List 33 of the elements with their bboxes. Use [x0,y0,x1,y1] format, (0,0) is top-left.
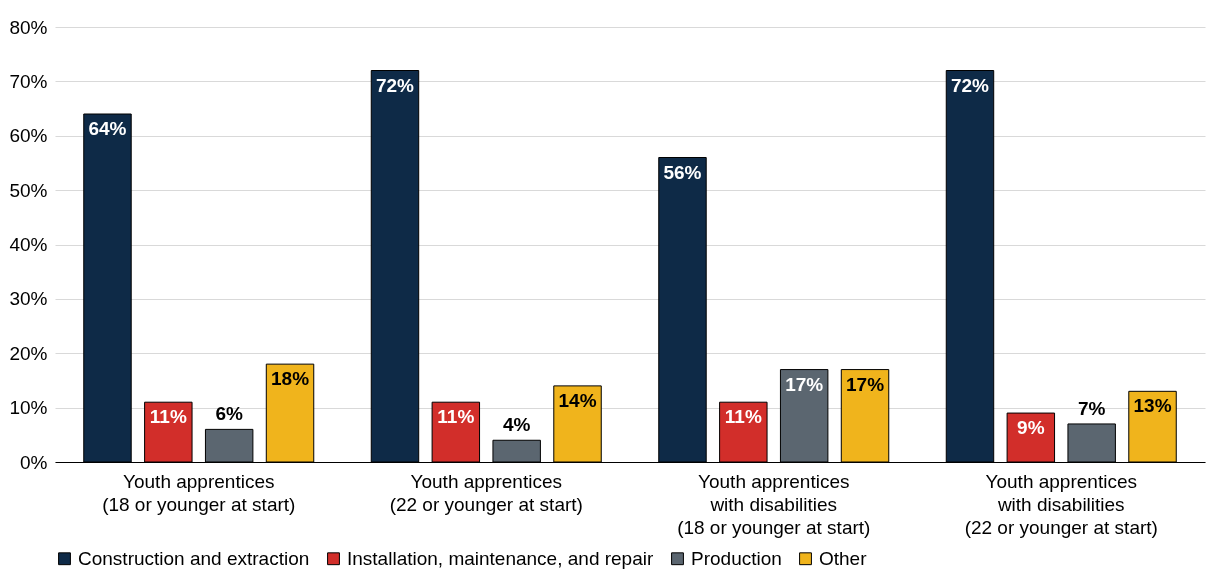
data-label: 13% [1133,395,1172,417]
y-tick-label: 0% [20,451,48,473]
y-tick-label: 70% [9,70,48,92]
data-label: 18% [271,368,310,390]
y-tick-label: 60% [9,125,48,147]
data-label: 7% [1077,397,1106,419]
data-label: 72% [375,74,415,96]
y-tick-label: 20% [9,342,48,364]
y-tick-label: 80% [9,16,48,38]
data-label: 11% [149,406,187,428]
x-tick-label: Youth apprentices (22 or younger at start) [389,470,583,515]
y-tick-label: 50% [9,179,48,201]
x-tick-label: Youth apprentices with disabilities (22 or younger at start) [964,470,1158,538]
data-label: 56% [663,161,702,183]
data-label: 14% [558,389,597,411]
data-label: 17% [785,373,824,395]
data-label: 72% [950,74,990,96]
legend-label: Production [691,547,782,569]
y-tick-label: 10% [9,397,48,419]
x-tick-label: Youth apprentices (18 or younger at start) [102,470,296,515]
legend-label: Other [819,547,868,569]
x-tick-label: Youth apprentices with disabilities (18 or younger at start) [677,470,871,538]
legend-label: Installation, maintenance, and repair [347,547,654,569]
data-label: 11% [437,406,475,428]
data-label: 17% [846,373,885,395]
data-label: 64% [88,118,127,139]
data-label: 4% [502,414,531,436]
y-tick-label: 40% [9,234,48,255]
y-tick-label: 30% [9,288,48,310]
legend-label: Construction and extraction [78,547,310,569]
data-label: 6% [215,403,244,425]
data-label: 11% [724,406,762,428]
data-label: 9% [1017,417,1045,439]
